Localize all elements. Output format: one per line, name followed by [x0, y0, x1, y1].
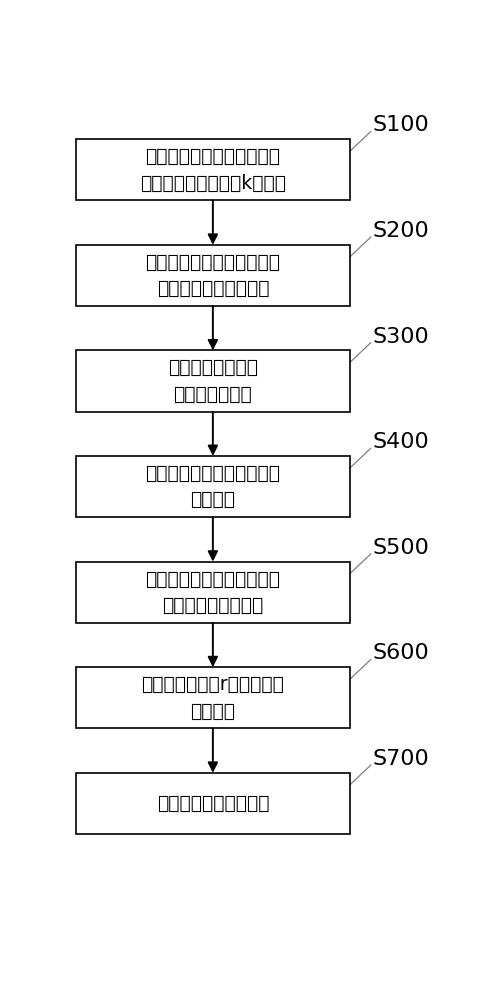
Text: 获取最小距离所在直线与相
邻两组叶片交线的交点: 获取最小距离所在直线与相 邻两组叶片交线的交点 — [145, 253, 280, 298]
Text: S300: S300 — [372, 327, 428, 347]
Text: S200: S200 — [372, 221, 428, 241]
Text: S100: S100 — [372, 115, 428, 135]
Text: 确定理论测量点，
选取辅助定位点: 确定理论测量点， 选取辅助定位点 — [167, 358, 257, 404]
Bar — [76, 245, 349, 306]
Bar — [76, 667, 349, 728]
Text: 检查是否满足设计要求: 检查是否满足设计要求 — [156, 794, 269, 813]
Text: S400: S400 — [372, 432, 428, 452]
Text: S500: S500 — [372, 538, 429, 558]
Bar — [76, 456, 349, 517]
Bar — [76, 139, 349, 200]
Text: 将需要焊接成组的叶片进行
初步定位: 将需要焊接成组的叶片进行 初步定位 — [145, 464, 280, 509]
Bar — [76, 350, 349, 412]
Text: S600: S600 — [372, 643, 428, 663]
Bar — [76, 562, 349, 623]
Bar — [76, 773, 349, 834]
Text: 建立直角坐标系，获取圆柱
切面与叶片外型面的k组交线: 建立直角坐标系，获取圆柱 切面与叶片外型面的k组交线 — [139, 147, 285, 193]
Text: 计算铸造后的等r值下的坐标
定位距离: 计算铸造后的等r值下的坐标 定位距离 — [141, 675, 284, 721]
Text: 利用辅助定位点的矢量方向
确定叶片实际测量点: 利用辅助定位点的矢量方向 确定叶片实际测量点 — [145, 570, 280, 615]
Text: S700: S700 — [372, 749, 428, 769]
